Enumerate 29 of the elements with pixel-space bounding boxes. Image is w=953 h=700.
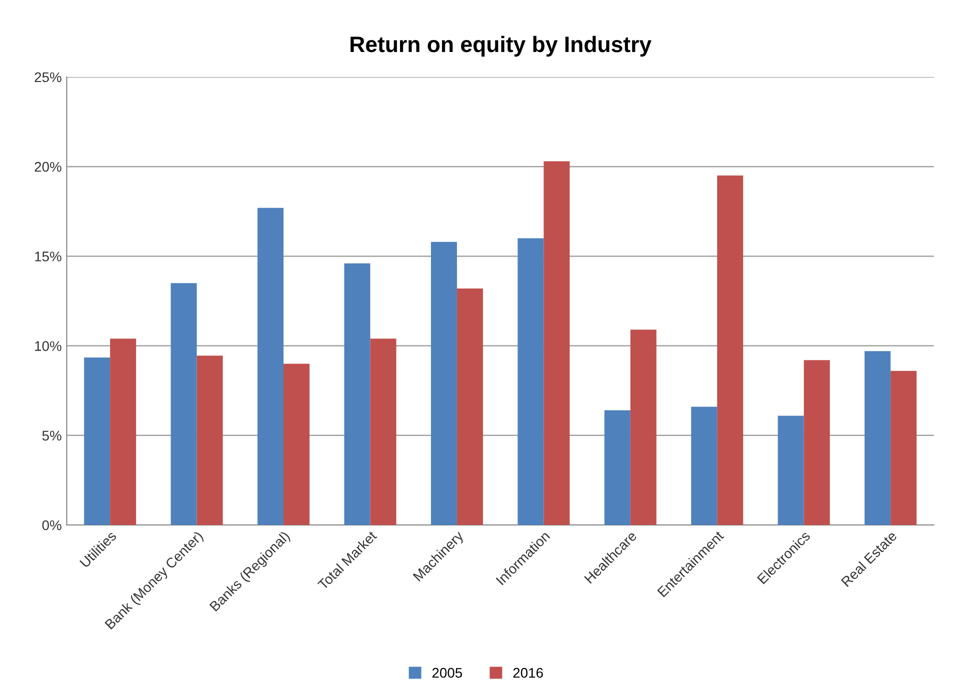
bar: [370, 338, 396, 525]
bar: [778, 416, 804, 525]
y-tick-label: 15%: [35, 252, 62, 262]
bar: [691, 406, 718, 525]
bar: [890, 370, 917, 525]
bar: [110, 338, 136, 525]
bar: [864, 351, 891, 525]
bar: [170, 283, 197, 525]
bar: [717, 176, 744, 525]
bar: [804, 360, 830, 525]
bar: [456, 288, 483, 525]
y-tick-label: 25%: [34, 72, 62, 82]
bar: [284, 364, 310, 525]
bar: [196, 356, 223, 525]
y-tick-label: 20%: [34, 162, 62, 172]
chart-title: Return on equity by Industry: [350, 36, 652, 57]
bar: [604, 410, 630, 525]
y-tick-label: 10%: [35, 341, 62, 351]
legend-label: 2005: [432, 668, 462, 678]
bar: [258, 208, 284, 525]
bar: [430, 242, 457, 525]
bar: [344, 263, 370, 525]
legend-label: 2016: [513, 668, 543, 678]
y-tick-label: 0%: [42, 520, 62, 530]
bar: [518, 238, 544, 525]
y-tick-label: 5%: [42, 430, 62, 441]
bar: [630, 330, 656, 525]
bar: [544, 161, 570, 525]
bar: [84, 357, 110, 525]
